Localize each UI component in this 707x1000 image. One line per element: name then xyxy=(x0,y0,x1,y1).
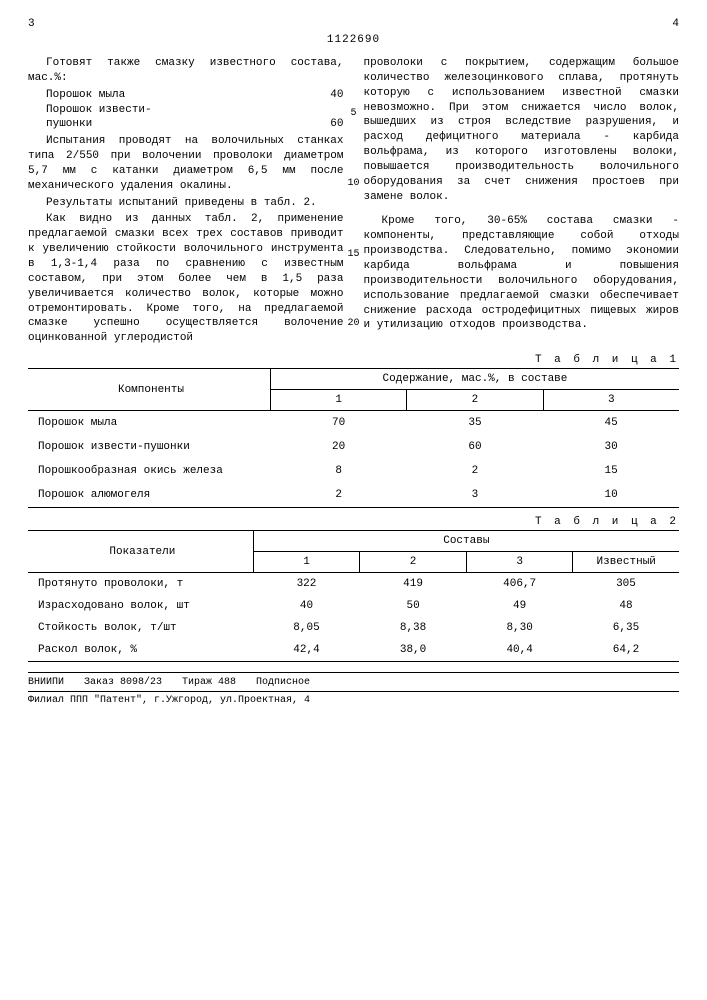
page-num-right: 4 xyxy=(672,18,679,30)
table1-value: 70 xyxy=(270,411,406,436)
table-row: Порошок алюмогеля 2 3 10 xyxy=(28,483,679,508)
table2-value: 64,2 xyxy=(573,639,679,662)
table2-value: 8,05 xyxy=(253,617,360,639)
table1-value: 2 xyxy=(270,483,406,508)
footer-line1: ВНИИПИ Заказ 8098/23 Тираж 488 Подписное xyxy=(28,677,679,688)
table1: Компоненты Содержание, мас.%, в составе … xyxy=(28,368,679,508)
comp-value: 60 xyxy=(304,117,344,132)
footer-tirage: Тираж 488 xyxy=(182,677,236,688)
table1-value: 35 xyxy=(407,411,543,436)
footer-branch: Филиал ППП "Патент", г.Ужгород, ул.Проек… xyxy=(28,695,310,706)
footer-line2: Филиал ППП "Патент", г.Ужгород, ул.Проек… xyxy=(28,691,679,706)
composition-block: Порошок мыла 40 Порошок извести- пушонки… xyxy=(46,88,344,133)
line-marker: 10 xyxy=(345,178,363,189)
table1-value: 20 xyxy=(270,435,406,459)
table1-value: 15 xyxy=(543,459,679,483)
footer-order: Заказ 8098/23 xyxy=(84,677,162,688)
table2-value: 40,4 xyxy=(466,639,573,662)
table2-value: 49 xyxy=(466,595,573,617)
table2-col-num: 2 xyxy=(360,552,467,573)
right-column: проволоки с покрытием, содержащим большо… xyxy=(364,56,680,348)
document-number: 1122690 xyxy=(28,34,679,46)
table1-col-num: 3 xyxy=(543,390,679,411)
table2-indicator-name: Протянуто проволоки, т xyxy=(28,573,253,596)
footer: ВНИИПИ Заказ 8098/23 Тираж 488 Подписное… xyxy=(28,672,679,706)
table-row: Раскол волок, % 42,4 38,0 40,4 64,2 xyxy=(28,639,679,662)
table2-caption: Т а б л и ц а 2 xyxy=(28,516,679,528)
table2-value: 8,30 xyxy=(466,617,573,639)
table1-value: 10 xyxy=(543,483,679,508)
footer-signed: Подписное xyxy=(256,677,310,688)
table2-header-indicators: Показатели xyxy=(28,531,253,573)
table2: Показатели Составы 1 2 3 Известный Протя… xyxy=(28,530,679,662)
table1-value: 60 xyxy=(407,435,543,459)
left-p3: Результаты испытаний приведены в табл. 2… xyxy=(28,196,344,211)
footer-org: ВНИИПИ xyxy=(28,677,64,688)
table1-component-name: Порошок извести-пушонки xyxy=(28,435,270,459)
table2-indicator-name: Стойкость волок, т/шт xyxy=(28,617,253,639)
table-row: Израсходовано волок, шт 40 50 49 48 xyxy=(28,595,679,617)
line-marker: 20 xyxy=(345,318,363,329)
table2-indicator-name: Израсходовано волок, шт xyxy=(28,595,253,617)
table2-value: 50 xyxy=(360,595,467,617)
table1-caption: Т а б л и ц а 1 xyxy=(28,354,679,366)
comp-label: Порошок извести- xyxy=(46,103,304,118)
table2-col-num: 3 xyxy=(466,552,573,573)
comp-value: 40 xyxy=(304,88,344,103)
right-p2: Кроме того, 30-65% состава смазки - комп… xyxy=(364,214,680,333)
table2-value: 48 xyxy=(573,595,679,617)
left-p2: Испытания проводят на волочильных станка… xyxy=(28,134,344,193)
table2-value: 38,0 xyxy=(360,639,467,662)
table1-header-components: Компоненты xyxy=(28,369,270,411)
line-marker: 5 xyxy=(345,108,363,119)
left-column: Готовят также смазку известного состава,… xyxy=(28,56,344,348)
table2-header-row: Показатели Составы xyxy=(28,531,679,552)
line-marker: 15 xyxy=(345,249,363,260)
table1-value: 2 xyxy=(407,459,543,483)
page-container: 3 4 1122690 Готовят также смазку известн… xyxy=(0,0,707,726)
comp-value xyxy=(304,103,344,118)
comp-row: Порошок мыла 40 xyxy=(46,88,344,103)
table-row: Порошок мыла 70 35 45 xyxy=(28,411,679,436)
table2-col-num: 1 xyxy=(253,552,360,573)
text-columns: Готовят также смазку известного состава,… xyxy=(28,56,679,348)
table1-value: 45 xyxy=(543,411,679,436)
left-p4: Как видно из данных табл. 2, применение … xyxy=(28,212,344,346)
page-number-row: 3 4 xyxy=(28,18,679,30)
table2-value: 40 xyxy=(253,595,360,617)
table2-header-compositions: Составы xyxy=(253,531,679,552)
table2-col-known: Известный xyxy=(573,552,679,573)
comp-row: пушонки 60 xyxy=(46,117,344,132)
table2-value: 8,38 xyxy=(360,617,467,639)
table1-component-name: Порошок алюмогеля xyxy=(28,483,270,508)
table1-value: 3 xyxy=(407,483,543,508)
table-row: Порошкообразная окись железа 8 2 15 xyxy=(28,459,679,483)
left-p1: Готовят также смазку известного состава,… xyxy=(28,56,344,86)
table2-value: 6,35 xyxy=(573,617,679,639)
table2-value: 419 xyxy=(360,573,467,596)
table1-header-row: Компоненты Содержание, мас.%, в составе xyxy=(28,369,679,390)
table-row: Стойкость волок, т/шт 8,05 8,38 8,30 6,3… xyxy=(28,617,679,639)
table1-col-num: 2 xyxy=(407,390,543,411)
table-row: Протянуто проволоки, т 322 419 406,7 305 xyxy=(28,573,679,596)
table1-header-content: Содержание, мас.%, в составе xyxy=(270,369,679,390)
comp-label: Порошок мыла xyxy=(46,88,304,103)
table2-value: 305 xyxy=(573,573,679,596)
table1-value: 8 xyxy=(270,459,406,483)
comp-row: Порошок извести- xyxy=(46,103,344,118)
table1-component-name: Порошкообразная окись железа xyxy=(28,459,270,483)
comp-label: пушонки xyxy=(46,117,304,132)
table-row: Порошок извести-пушонки 20 60 30 xyxy=(28,435,679,459)
table2-value: 322 xyxy=(253,573,360,596)
table1-col-num: 1 xyxy=(270,390,406,411)
page-num-left: 3 xyxy=(28,18,35,30)
table2-indicator-name: Раскол волок, % xyxy=(28,639,253,662)
table2-value: 42,4 xyxy=(253,639,360,662)
table1-component-name: Порошок мыла xyxy=(28,411,270,436)
table2-value: 406,7 xyxy=(466,573,573,596)
table1-value: 30 xyxy=(543,435,679,459)
right-p1: проволоки с покрытием, содержащим большо… xyxy=(364,56,680,204)
